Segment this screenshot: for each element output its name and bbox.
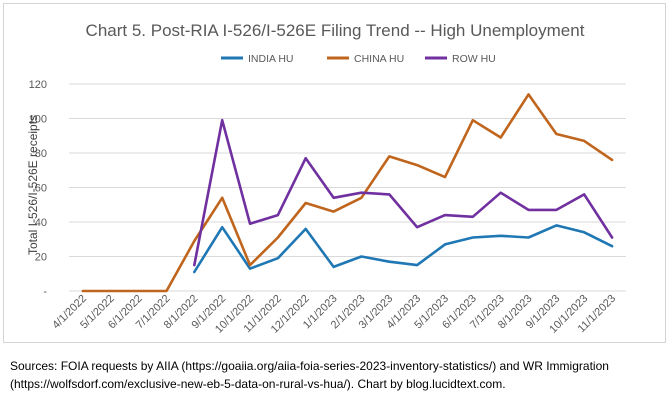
legend-label-china-hu: CHINA HU bbox=[354, 53, 404, 65]
y-tick-label: - bbox=[43, 286, 47, 298]
legend-label-india-hu: INDIA HU bbox=[248, 53, 294, 65]
caption-line-2: (https://wolfsdorf.com/exclusive-new-eb-… bbox=[10, 377, 506, 391]
series-line-china-hu bbox=[81, 93, 614, 293]
series-line-row-hu bbox=[193, 118, 614, 267]
legend: INDIA HU CHINA HU ROW HU bbox=[221, 53, 496, 65]
y-tick-label: 20 bbox=[35, 252, 47, 264]
source-caption: Sources: FOIA requests by AIIA (https://… bbox=[10, 357, 666, 393]
y-axis-ticks: - 20 40 60 80 100 120 bbox=[29, 79, 48, 298]
y-tick-label: 100 bbox=[29, 114, 47, 126]
y-axis-label: Total I-526/I-526E receipts bbox=[26, 115, 40, 255]
series-lines bbox=[81, 93, 614, 293]
y-tick-label: 120 bbox=[29, 79, 47, 91]
series-line-india-hu bbox=[193, 224, 614, 274]
line-chart: Chart 5. Post-RIA I-526/I-526E Filing Tr… bbox=[26, 21, 626, 336]
chart-frame: Chart 5. Post-RIA I-526/I-526E Filing Tr… bbox=[3, 3, 666, 343]
x-axis-ticks: 4/1/20225/1/20226/1/20227/1/20228/1/2022… bbox=[50, 293, 618, 336]
chart-title: Chart 5. Post-RIA I-526/I-526E Filing Tr… bbox=[86, 21, 585, 40]
y-tick-label: 60 bbox=[35, 183, 47, 195]
y-tick-label: 80 bbox=[35, 148, 47, 160]
y-tick-label: 40 bbox=[35, 217, 47, 229]
caption-line-1: Sources: FOIA requests by AIIA (https://… bbox=[10, 359, 609, 373]
legend-label-row-hu: ROW HU bbox=[452, 53, 496, 65]
